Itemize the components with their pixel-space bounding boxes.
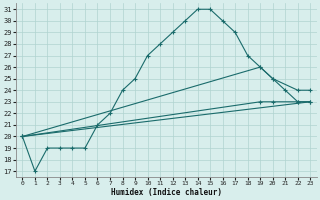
X-axis label: Humidex (Indice chaleur): Humidex (Indice chaleur) (111, 188, 222, 197)
